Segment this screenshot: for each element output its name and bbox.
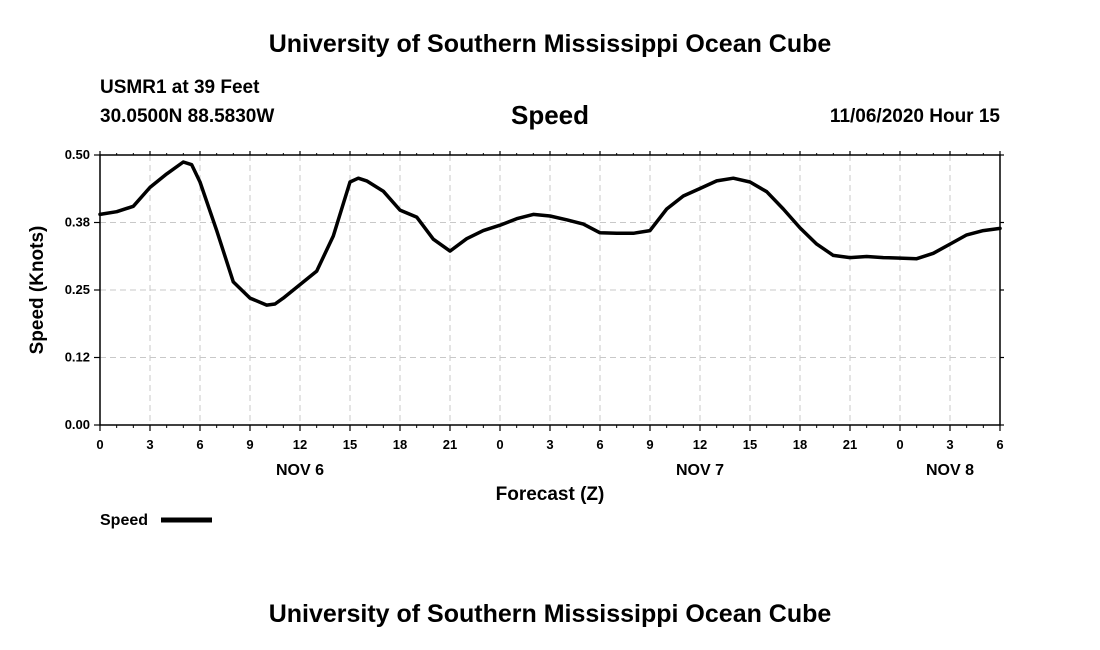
label-layer: 0 3 6 9 12 15 18 21 0 3 6 9 12 15 18 21 0 3 6 0.00 0.12 0.25 0… xyxy=(65,147,1004,479)
x-tick-label: 18 xyxy=(393,437,407,452)
x-tick-label: 6 xyxy=(996,437,1003,452)
x-tick-label: 6 xyxy=(196,437,203,452)
date-label: NOV 6 xyxy=(276,462,324,479)
x-tick-label: 0 xyxy=(896,437,903,452)
forecast-datetime: 11/06/2020 Hour 15 xyxy=(829,106,1000,127)
y-tick-label: 0.25 xyxy=(65,282,90,297)
x-tick-label: 6 xyxy=(596,437,603,452)
tick-layer xyxy=(94,151,1004,431)
x-axis-label: Forecast (Z) xyxy=(496,484,605,505)
speed-series-line xyxy=(98,160,1002,307)
x-tick-label: 9 xyxy=(246,437,253,452)
y-axis-label: Speed (Knots) xyxy=(27,226,48,355)
x-tick-label: 15 xyxy=(343,437,357,452)
x-tick-label: 12 xyxy=(293,437,307,452)
x-tick-label: 12 xyxy=(693,437,707,452)
x-tick-label: 3 xyxy=(546,437,553,452)
station-label: USMR1 at 39 Feet xyxy=(100,77,260,98)
x-tick-label: 0 xyxy=(496,437,503,452)
chart-title: Speed xyxy=(510,100,590,130)
y-tick-label: 0.50 xyxy=(65,147,90,162)
y-tick-label: 0.38 xyxy=(65,215,90,230)
grid-layer xyxy=(100,155,1000,425)
coordinates-label: 30.0500N 88.5830W xyxy=(100,106,275,127)
legend-label: Speed xyxy=(100,512,148,529)
page-title-top: University of Southern Mississippi Ocean… xyxy=(268,30,832,58)
x-tick-label: 0 xyxy=(96,437,103,452)
date-label: NOV 7 xyxy=(676,462,724,479)
x-tick-label: 3 xyxy=(146,437,153,452)
x-tick-label: 3 xyxy=(946,437,953,452)
x-tick-label: 9 xyxy=(646,437,653,452)
page-title-bottom: University of Southern Mississippi Ocean… xyxy=(268,600,832,628)
x-tick-label: 15 xyxy=(743,437,757,452)
y-tick-label: 0.12 xyxy=(65,350,90,365)
y-tick-label: 0.00 xyxy=(65,417,90,432)
date-label: NOV 8 xyxy=(926,462,974,479)
x-tick-label: 21 xyxy=(443,437,457,452)
x-tick-label: 21 xyxy=(843,437,857,452)
x-tick-label: 18 xyxy=(793,437,807,452)
